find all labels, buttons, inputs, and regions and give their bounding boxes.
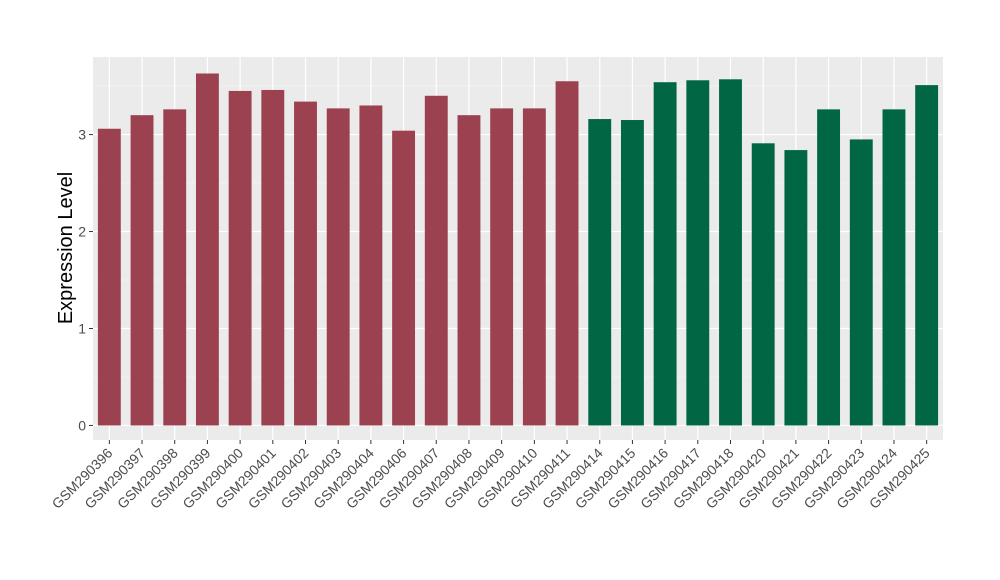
bar-GSM290424 [882,109,906,426]
bar-GSM290423 [849,139,873,426]
bar-GSM290406 [392,130,416,426]
bar-GSM290417 [686,80,710,426]
bar-GSM290410 [522,108,546,426]
bar-GSM290403 [326,108,350,426]
y-tick-label: 0 [78,417,86,433]
bar-GSM290398 [163,109,187,426]
bar-GSM290411 [555,81,579,426]
bar-GSM290418 [719,79,742,426]
bar-GSM290404 [359,105,383,426]
bar-GSM290415 [620,120,644,426]
bar-GSM290421 [784,150,808,426]
bar-GSM290399 [195,73,219,426]
y-tick-label: 2 [78,224,86,240]
bar-GSM290422 [817,109,841,426]
plot-panel [93,57,943,440]
y-axis-title: Expression Level [55,172,77,324]
x-axis: GSM290396GSM290397GSM290398GSM290399GSM2… [49,440,933,512]
bars [97,73,939,426]
bar-GSM290416 [653,82,677,426]
bar-GSM290407 [424,95,448,426]
bar-GSM290414 [588,119,612,426]
y-tick-label: 3 [78,127,86,143]
bar-GSM290396 [97,128,121,426]
bar-GSM290409 [490,108,514,426]
bar-GSM290425 [915,85,939,426]
y-tick-label: 1 [78,320,86,336]
bar-GSM290420 [751,143,775,426]
bar-GSM290401 [261,89,285,426]
bar-GSM290400 [228,90,252,426]
bar-GSM290397 [130,115,154,426]
bar-GSM290408 [457,115,481,426]
y-axis: 0 1 2 3 [78,127,93,433]
bar-GSM290402 [294,101,317,426]
